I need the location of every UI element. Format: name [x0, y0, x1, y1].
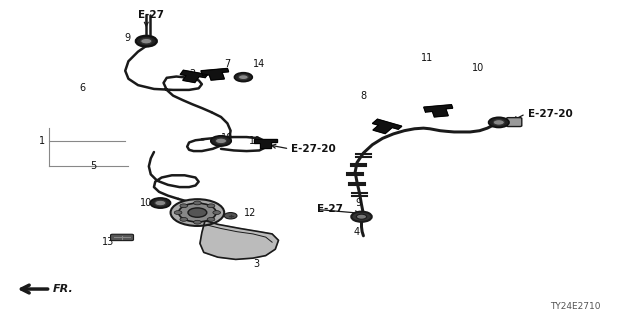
Text: FR.: FR. [53, 284, 74, 294]
Circle shape [207, 218, 215, 221]
Circle shape [493, 120, 504, 125]
Text: 10: 10 [221, 133, 234, 143]
Circle shape [188, 208, 207, 217]
Circle shape [155, 200, 166, 206]
Text: 6: 6 [79, 83, 86, 93]
Polygon shape [180, 70, 207, 83]
Polygon shape [254, 139, 277, 148]
Circle shape [180, 204, 188, 208]
Circle shape [207, 204, 215, 208]
Text: E-27-20: E-27-20 [527, 109, 572, 119]
Text: 5: 5 [90, 161, 97, 172]
Text: 9: 9 [355, 198, 362, 208]
Circle shape [488, 117, 509, 127]
Text: TY24E2710: TY24E2710 [550, 302, 601, 311]
Text: 2: 2 [189, 69, 195, 79]
Text: 11: 11 [421, 53, 433, 63]
Text: 13: 13 [102, 237, 114, 247]
Circle shape [193, 201, 201, 205]
Circle shape [224, 212, 237, 219]
Text: 4: 4 [354, 227, 360, 237]
Circle shape [239, 75, 248, 80]
Circle shape [216, 138, 227, 144]
Text: 10: 10 [249, 136, 261, 146]
Circle shape [141, 38, 152, 44]
FancyBboxPatch shape [506, 118, 522, 126]
Circle shape [213, 211, 221, 214]
Text: E-27-20: E-27-20 [291, 144, 336, 154]
Text: 9: 9 [124, 33, 130, 43]
Polygon shape [200, 220, 278, 260]
Text: 7: 7 [224, 60, 230, 69]
Circle shape [150, 198, 171, 208]
Circle shape [140, 38, 153, 44]
Polygon shape [201, 68, 228, 80]
Circle shape [351, 212, 372, 222]
Circle shape [180, 218, 188, 221]
Circle shape [174, 211, 182, 214]
Circle shape [211, 136, 231, 146]
Text: 1: 1 [39, 136, 45, 146]
Circle shape [171, 199, 224, 226]
Circle shape [193, 220, 201, 224]
Circle shape [179, 203, 216, 222]
Text: 10: 10 [472, 63, 484, 73]
FancyBboxPatch shape [111, 234, 134, 241]
Text: 8: 8 [360, 91, 367, 101]
Circle shape [356, 214, 367, 219]
Text: 14: 14 [253, 60, 266, 69]
Text: E-27: E-27 [138, 10, 164, 20]
Text: 10: 10 [140, 198, 152, 208]
Polygon shape [424, 105, 452, 117]
Polygon shape [372, 119, 402, 133]
Text: 3: 3 [253, 259, 259, 268]
Circle shape [234, 73, 252, 82]
Text: E-27: E-27 [317, 204, 343, 214]
Text: 12: 12 [244, 208, 256, 218]
Circle shape [136, 36, 157, 46]
